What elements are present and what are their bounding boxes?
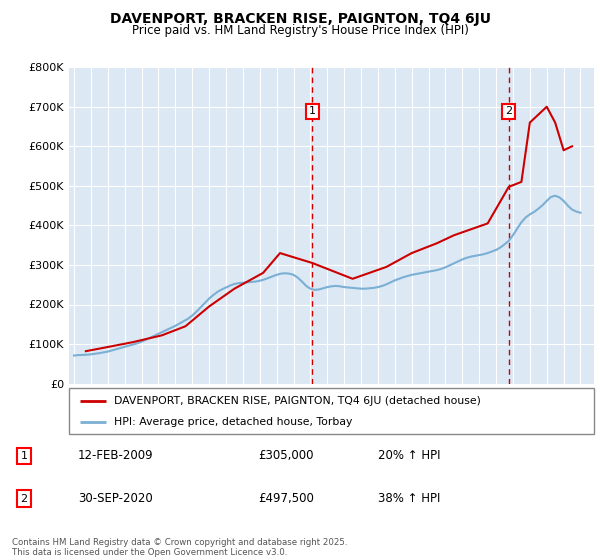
Text: Price paid vs. HM Land Registry's House Price Index (HPI): Price paid vs. HM Land Registry's House … [131,24,469,36]
Text: 12-FEB-2009: 12-FEB-2009 [78,449,154,463]
Text: £305,000: £305,000 [258,449,314,463]
Text: 2: 2 [505,106,512,116]
FancyBboxPatch shape [69,388,594,434]
Text: 30-SEP-2020: 30-SEP-2020 [78,492,153,505]
Text: 20% ↑ HPI: 20% ↑ HPI [378,449,440,463]
Text: DAVENPORT, BRACKEN RISE, PAIGNTON, TQ4 6JU (detached house): DAVENPORT, BRACKEN RISE, PAIGNTON, TQ4 6… [113,396,481,406]
Text: £497,500: £497,500 [258,492,314,505]
Text: 1: 1 [20,451,28,461]
Text: HPI: Average price, detached house, Torbay: HPI: Average price, detached house, Torb… [113,417,352,427]
Text: 38% ↑ HPI: 38% ↑ HPI [378,492,440,505]
Text: DAVENPORT, BRACKEN RISE, PAIGNTON, TQ4 6JU: DAVENPORT, BRACKEN RISE, PAIGNTON, TQ4 6… [110,12,491,26]
Text: Contains HM Land Registry data © Crown copyright and database right 2025.
This d: Contains HM Land Registry data © Crown c… [12,538,347,557]
Text: 1: 1 [309,106,316,116]
Text: 2: 2 [20,494,28,503]
